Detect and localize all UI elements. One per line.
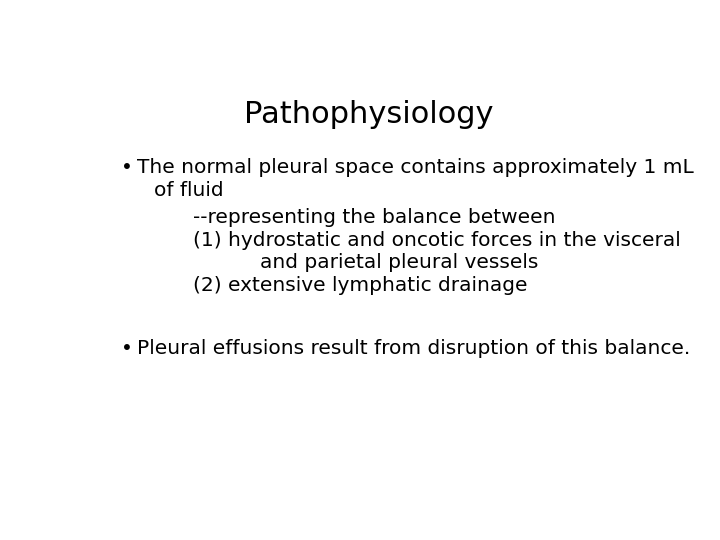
- Text: •: •: [121, 339, 132, 358]
- Text: and parietal pleural vessels: and parietal pleural vessels: [260, 253, 539, 272]
- Text: (1) hydrostatic and oncotic forces in the visceral: (1) hydrostatic and oncotic forces in th…: [193, 231, 681, 250]
- Text: Pleural effusions result from disruption of this balance.: Pleural effusions result from disruption…: [138, 339, 690, 358]
- Text: (2) extensive lymphatic drainage: (2) extensive lymphatic drainage: [193, 275, 528, 295]
- Text: •: •: [121, 158, 132, 177]
- Text: The normal pleural space contains approximately 1 mL: The normal pleural space contains approx…: [138, 158, 694, 177]
- Text: --representing the balance between: --representing the balance between: [193, 208, 556, 227]
- Text: Pathophysiology: Pathophysiology: [244, 100, 494, 129]
- Text: of fluid: of fluid: [154, 181, 224, 200]
